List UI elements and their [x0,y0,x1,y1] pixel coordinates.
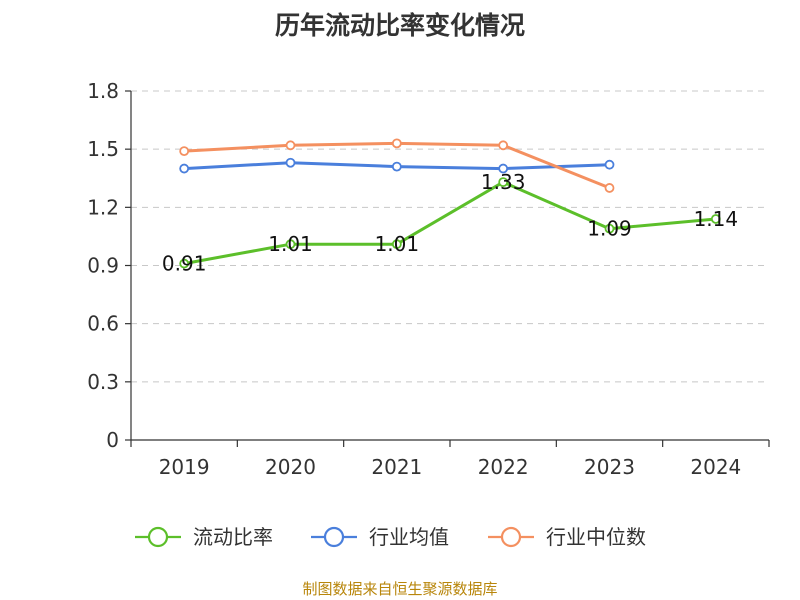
grid-lines [131,90,769,383]
legend-item-2[interactable]: 行业中位数 [488,525,646,549]
x-tick-label: 2021 [371,455,422,479]
data-point[interactable] [285,157,296,168]
y-tick-label: 0 [106,428,119,452]
y-tick-label: 1.5 [87,137,119,161]
y-tick-label: 1.2 [87,195,119,219]
data-point[interactable] [604,159,615,170]
data-point[interactable] [604,223,615,234]
x-tick-label: 2019 [159,455,210,479]
data-point[interactable] [179,163,190,174]
data-point[interactable] [285,239,296,250]
axes [125,90,770,447]
legend-marker [147,526,169,548]
data-point[interactable] [498,177,509,188]
data-label: 0.91 [162,252,207,276]
legend-label: 行业均值 [369,525,449,549]
data-label: 1.33 [481,170,526,194]
series-line-0 [183,180,716,266]
x-tick-label: 2024 [690,455,741,479]
data-point[interactable] [179,258,190,269]
data-point[interactable] [710,214,721,224]
data-label: 1.14 [694,207,739,231]
y-tick-label: 0.6 [87,312,119,336]
y-tick-labels: 0 0.3 0.6 0.9 1.2 1.5 1.8 [87,79,119,452]
y-tick-label: 0.9 [87,254,119,278]
data-labels: 0.91 1.01 1.01 1.33 1.09 1.14 [162,170,738,275]
y-tick-label: 0.3 [87,370,119,394]
data-point[interactable] [391,138,402,149]
data-label: 1.09 [587,217,632,241]
legend-label: 流动比率 [193,525,273,549]
x-tick-label: 2020 [265,455,316,479]
y-tick-label: 1.8 [87,79,119,103]
data-label: 1.01 [268,232,313,256]
data-point[interactable] [179,146,190,157]
data-point[interactable] [391,239,402,250]
data-point[interactable] [498,163,509,174]
legend-item-0[interactable]: 流动比率 [135,525,273,549]
source-note: 制图数据来自恒生聚源数据库 [302,580,497,598]
data-label: 1.01 [375,232,420,256]
x-tick-label: 2023 [584,455,635,479]
legend-label: 行业中位数 [546,525,646,549]
chart-title: 历年流动比率变化情况 [275,11,525,40]
legend-marker [323,526,345,548]
legend-marker [500,526,522,548]
data-point[interactable] [391,161,402,172]
data-point[interactable] [285,140,296,151]
series-lines [179,138,721,269]
x-tick-labels: 2019 2020 2021 2022 2023 2024 [159,455,742,479]
x-tick-label: 2022 [478,455,529,479]
data-point[interactable] [604,183,615,193]
legend[interactable]: 流动比率 行业均值 行业中位数 [135,525,646,549]
legend-item-1[interactable]: 行业均值 [311,525,449,549]
data-point[interactable] [498,140,509,151]
